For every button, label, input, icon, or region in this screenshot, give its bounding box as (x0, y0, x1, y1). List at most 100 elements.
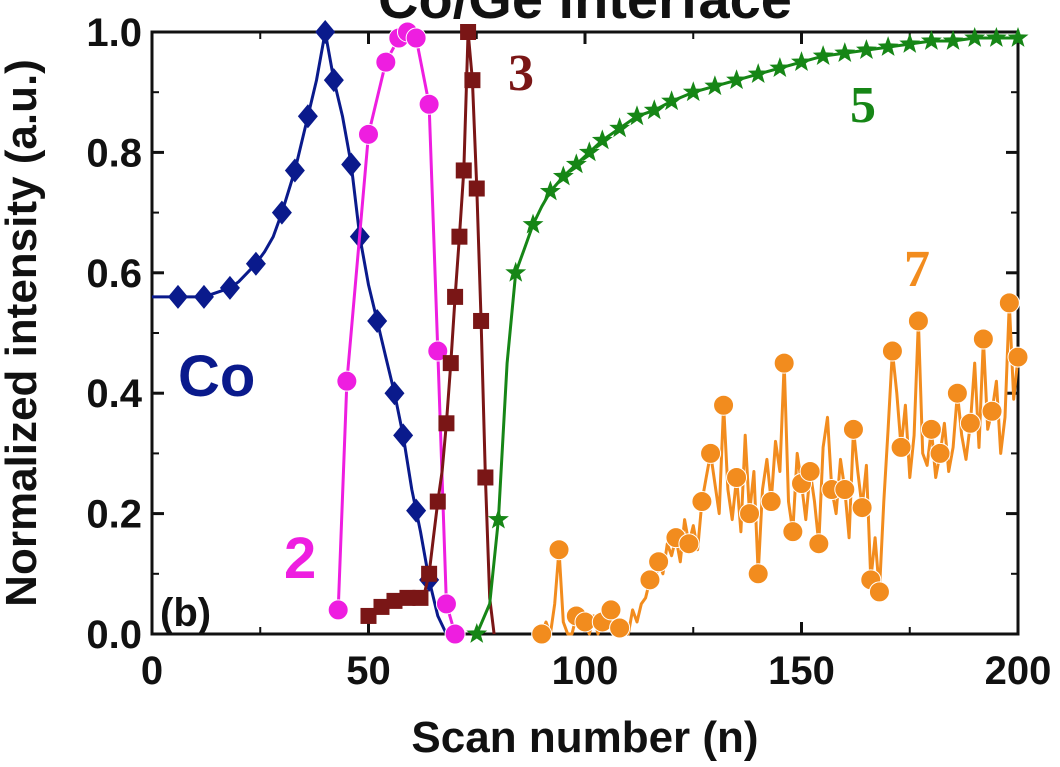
data-point (812, 45, 834, 65)
chart-title: Co/Ge interface (378, 0, 792, 30)
data-point (505, 261, 527, 282)
data-point (713, 394, 735, 416)
data-point (578, 141, 600, 162)
data-point (406, 498, 427, 523)
data-point (473, 312, 490, 329)
data-point (323, 68, 344, 93)
data-point (341, 152, 362, 177)
y-tick-label: 0.2 (86, 493, 142, 537)
data-point (245, 251, 266, 276)
data-point (548, 539, 570, 561)
data-point (442, 355, 459, 372)
data-point (1007, 27, 1029, 47)
data-point (834, 479, 856, 501)
data-point (284, 158, 305, 183)
data-point (747, 563, 769, 585)
y-tick-label: 1.0 (86, 11, 142, 55)
series-5 (466, 27, 1029, 643)
data-point (643, 99, 665, 120)
data-point (399, 589, 416, 606)
data-point (386, 592, 403, 609)
data-point (375, 51, 397, 73)
data-point (691, 491, 713, 513)
series-7 (531, 292, 1029, 645)
data-point (438, 415, 455, 432)
y-tick-label: 0.8 (86, 131, 142, 175)
data-point (946, 382, 968, 404)
x-tick-label: 200 (985, 649, 1052, 693)
data-point (808, 533, 830, 555)
data-point (468, 180, 485, 197)
data-point (451, 228, 468, 245)
data-point (358, 123, 379, 145)
x-tick-label: 0 (141, 649, 163, 693)
data-point (782, 521, 804, 543)
data-point (487, 508, 509, 529)
data-point (360, 607, 377, 624)
series-label-7: 7 (904, 241, 930, 298)
data-point (477, 469, 494, 486)
data-point (851, 497, 873, 519)
data-point (315, 20, 336, 44)
data-point (429, 493, 446, 510)
series-line (540, 301, 1020, 636)
data-point (881, 340, 903, 362)
data-point (609, 117, 631, 138)
data-point (700, 442, 722, 464)
series-layer (152, 20, 1029, 645)
data-point (739, 503, 761, 525)
data-point (791, 51, 812, 71)
data-point (799, 460, 821, 482)
data-point (899, 33, 921, 53)
y-tick-label: 0.0 (86, 613, 142, 657)
data-point (1007, 346, 1029, 368)
x-tick-label: 150 (768, 649, 835, 693)
y-tick-label: 0.4 (86, 372, 142, 416)
data-point (868, 581, 890, 603)
x-tick-label: 100 (552, 649, 619, 693)
y-axis-title: Normalized intensity (a.u.) (0, 59, 46, 607)
data-point (890, 436, 912, 458)
data-point (464, 72, 481, 89)
data-point (405, 27, 427, 49)
data-point (704, 75, 726, 96)
axes: 0 50 100 150 200 0.0 0.2 0.4 0.6 0.8 1.0 (86, 11, 1051, 693)
panel-label: (b) (160, 591, 211, 635)
x-tick-label: 50 (346, 649, 391, 693)
data-point (421, 565, 438, 582)
data-point (297, 104, 318, 129)
data-point (760, 491, 782, 513)
series-label-3: 3 (508, 45, 534, 102)
data-point (626, 105, 648, 126)
data-point (444, 623, 466, 645)
data-point (856, 39, 877, 59)
data-point (972, 328, 994, 350)
data-point (877, 36, 899, 56)
data-point (531, 623, 553, 645)
data-point (367, 308, 388, 333)
data-point (393, 423, 414, 448)
series-3 (360, 24, 496, 635)
data-point (981, 400, 1003, 422)
data-point (609, 617, 631, 639)
data-point (998, 292, 1020, 314)
data-point (219, 275, 240, 300)
data-point (552, 165, 574, 186)
data-point (600, 599, 622, 621)
data-point (327, 599, 349, 621)
data-point (412, 589, 429, 606)
y-tick-label: 0.6 (86, 252, 142, 296)
data-point (336, 370, 358, 392)
data-point (747, 63, 769, 83)
data-point (193, 284, 214, 309)
data-point (907, 310, 929, 332)
series-label-co: Co (178, 344, 255, 409)
data-point (678, 533, 700, 555)
data-point (591, 129, 613, 150)
data-point (384, 381, 405, 406)
data-point (271, 200, 292, 225)
series-label-5: 5 (850, 77, 876, 134)
series-2 (327, 21, 466, 645)
data-point (466, 623, 488, 643)
